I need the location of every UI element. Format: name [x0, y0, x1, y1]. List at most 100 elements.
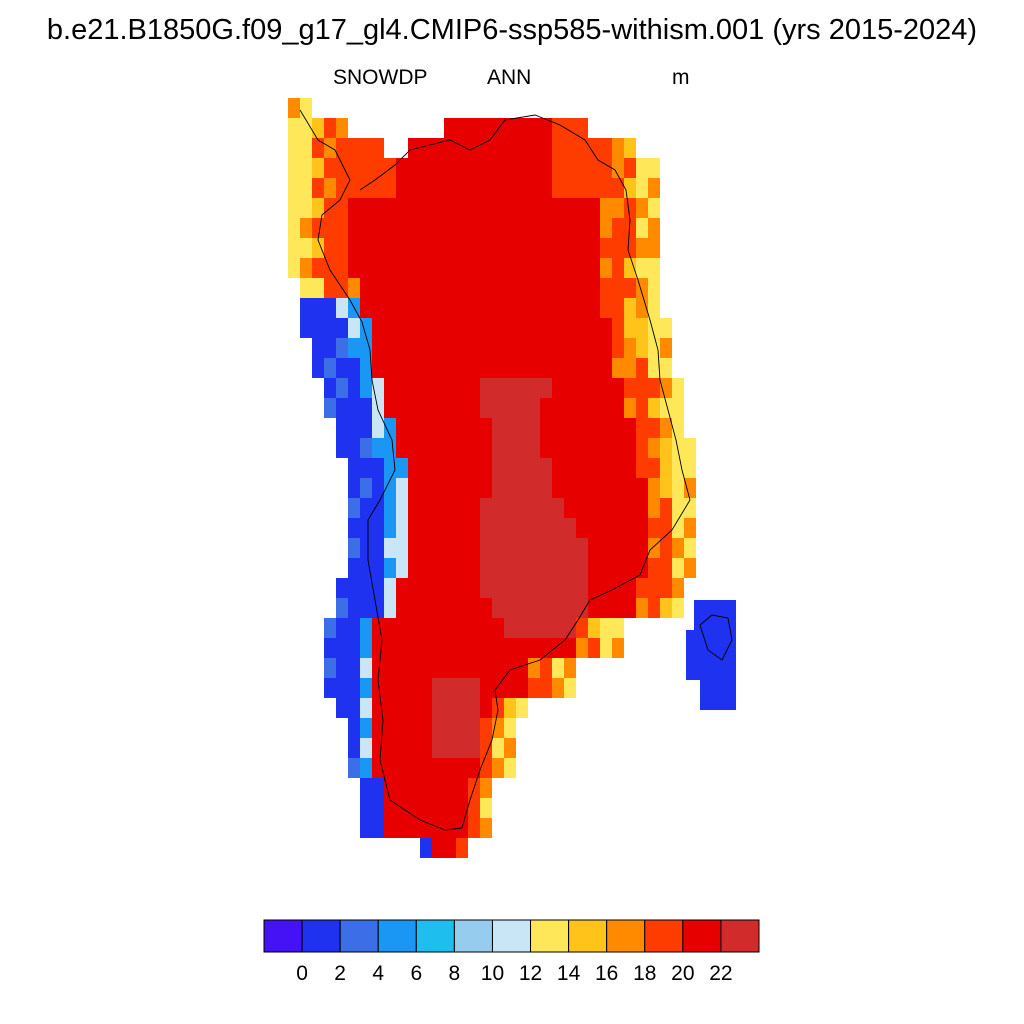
map-cell	[504, 418, 516, 438]
map-cell	[432, 598, 444, 618]
map-cell	[636, 258, 648, 278]
map-cell	[372, 178, 384, 198]
map-cell	[396, 158, 408, 178]
map-cell	[576, 578, 588, 598]
map-cell	[444, 558, 456, 578]
map-cell	[624, 138, 636, 158]
map-cell	[576, 538, 588, 558]
map-cell	[456, 418, 468, 438]
map-cell	[396, 538, 408, 558]
map-cell	[672, 518, 684, 538]
map-cell	[552, 338, 564, 358]
map-cell	[468, 798, 480, 818]
map-cell	[432, 578, 444, 598]
map-cell	[468, 158, 480, 178]
map-cell	[480, 558, 492, 578]
map-cell	[480, 638, 492, 658]
map-cell	[492, 558, 504, 578]
map-cell	[576, 298, 588, 318]
map-cell	[408, 278, 420, 298]
map-cell	[456, 638, 468, 658]
map-cell	[420, 178, 432, 198]
map-cell	[516, 498, 528, 518]
map-cell	[480, 678, 492, 698]
map-cell	[648, 178, 660, 198]
map-cell	[444, 378, 456, 398]
map-cell	[372, 818, 384, 838]
map-cell	[552, 238, 564, 258]
map-cell	[516, 458, 528, 478]
map-cell	[312, 158, 324, 178]
map-cell	[444, 778, 456, 798]
map-cell	[600, 418, 612, 438]
map-cell	[432, 158, 444, 178]
map-cell	[384, 758, 396, 778]
map-cell	[588, 518, 600, 538]
map-cell	[300, 138, 312, 158]
map-cell	[336, 698, 348, 718]
map-cell	[360, 258, 372, 278]
map-cell	[396, 818, 408, 838]
map-cell	[324, 298, 336, 318]
map-cell	[456, 558, 468, 578]
map-cell	[564, 338, 576, 358]
map-cell	[600, 638, 612, 658]
map-cell	[564, 238, 576, 258]
map-cell	[360, 378, 372, 398]
map-cell	[468, 758, 480, 778]
map-cell	[360, 818, 372, 838]
map-cell	[360, 578, 372, 598]
map-cell	[552, 138, 564, 158]
map-cell	[360, 558, 372, 578]
map-cell	[408, 538, 420, 558]
colorbar-tick-label: 4	[372, 962, 384, 985]
map-cell	[420, 538, 432, 558]
map-cell	[360, 658, 372, 678]
map-cell	[600, 398, 612, 418]
map-cell	[408, 418, 420, 438]
map-cell	[492, 298, 504, 318]
map-cell	[504, 218, 516, 238]
map-cell	[648, 458, 660, 478]
map-cell	[504, 538, 516, 558]
map-cell	[420, 318, 432, 338]
map-cell	[672, 598, 684, 618]
colorbar-box	[415, 919, 455, 953]
map-cell	[372, 678, 384, 698]
map-cell	[348, 738, 360, 758]
colorbar-tick-label: 8	[449, 962, 461, 985]
map-cell	[348, 358, 360, 378]
map-cell	[408, 378, 420, 398]
map-cell	[528, 638, 540, 658]
map-cell	[360, 618, 372, 638]
map-cell	[432, 258, 444, 278]
map-cell	[384, 678, 396, 698]
map-cell	[576, 138, 588, 158]
map-cell	[564, 558, 576, 578]
map-cell	[456, 178, 468, 198]
map-cell	[636, 178, 648, 198]
map-cell	[336, 158, 348, 178]
map-cell	[420, 838, 432, 858]
map-cell	[432, 758, 444, 778]
colorbar-tick-label: 20	[671, 962, 694, 985]
map-cell	[660, 538, 672, 558]
map-cell	[624, 438, 636, 458]
map-cell	[324, 618, 336, 638]
map-cell	[432, 838, 444, 858]
map-cell	[396, 478, 408, 498]
map-cell	[444, 178, 456, 198]
map-cell	[444, 578, 456, 598]
map-cell	[576, 478, 588, 498]
map-cell	[468, 398, 480, 418]
map-cell	[432, 798, 444, 818]
map-cell	[612, 298, 624, 318]
map-cell	[408, 718, 420, 738]
map-cell	[564, 678, 576, 698]
map-cell	[384, 558, 396, 578]
map-cell	[660, 498, 672, 518]
map-cell	[444, 198, 456, 218]
map-cell	[588, 398, 600, 418]
map-cell	[360, 498, 372, 518]
map-cell	[444, 738, 456, 758]
